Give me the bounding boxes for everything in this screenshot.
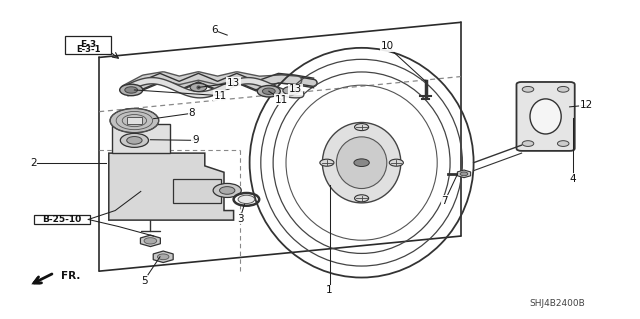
FancyArrowPatch shape <box>34 274 52 283</box>
Circle shape <box>355 195 369 202</box>
Text: 5: 5 <box>141 276 147 286</box>
Text: 2: 2 <box>30 158 36 168</box>
Polygon shape <box>112 124 170 153</box>
Circle shape <box>389 159 403 166</box>
Circle shape <box>460 172 468 176</box>
Text: 13: 13 <box>227 78 240 88</box>
Polygon shape <box>109 153 234 220</box>
Circle shape <box>120 133 148 147</box>
Text: 9: 9 <box>192 135 198 145</box>
Circle shape <box>257 85 280 97</box>
Text: 7: 7 <box>442 196 448 206</box>
Circle shape <box>157 254 169 260</box>
Circle shape <box>190 83 207 92</box>
Text: B-25-10: B-25-10 <box>42 215 82 224</box>
Text: 8: 8 <box>189 108 195 118</box>
Polygon shape <box>153 251 173 263</box>
Text: E-3: E-3 <box>80 41 97 49</box>
Circle shape <box>220 187 235 194</box>
Text: 11: 11 <box>214 91 227 101</box>
Text: 11: 11 <box>275 94 288 105</box>
Circle shape <box>125 87 138 93</box>
Polygon shape <box>458 170 470 178</box>
Circle shape <box>110 108 159 133</box>
Circle shape <box>522 86 534 92</box>
FancyBboxPatch shape <box>127 117 142 124</box>
Text: 6: 6 <box>211 25 218 35</box>
Text: 4: 4 <box>570 174 576 184</box>
Text: 10: 10 <box>381 41 394 51</box>
Ellipse shape <box>530 99 561 134</box>
Circle shape <box>238 195 255 204</box>
Polygon shape <box>140 235 161 247</box>
Text: E-3-1: E-3-1 <box>76 45 100 54</box>
FancyBboxPatch shape <box>65 36 111 54</box>
Text: 13: 13 <box>289 84 302 94</box>
Text: 12: 12 <box>580 100 593 110</box>
Text: SHJ4B2400B: SHJ4B2400B <box>529 299 585 308</box>
Circle shape <box>283 86 300 95</box>
Text: 3: 3 <box>237 213 243 224</box>
Text: 1: 1 <box>326 285 333 295</box>
Circle shape <box>127 137 142 144</box>
Circle shape <box>522 141 534 146</box>
FancyBboxPatch shape <box>34 215 90 224</box>
Circle shape <box>355 123 369 130</box>
Circle shape <box>120 84 143 96</box>
Circle shape <box>213 183 241 197</box>
Circle shape <box>354 159 369 167</box>
Circle shape <box>557 86 569 92</box>
Text: FR.: FR. <box>61 271 80 281</box>
Ellipse shape <box>337 137 387 189</box>
Circle shape <box>262 88 275 94</box>
Circle shape <box>144 238 157 244</box>
Circle shape <box>320 159 334 166</box>
Circle shape <box>557 141 569 146</box>
Ellipse shape <box>323 122 401 203</box>
FancyBboxPatch shape <box>173 179 221 203</box>
FancyBboxPatch shape <box>516 82 575 151</box>
